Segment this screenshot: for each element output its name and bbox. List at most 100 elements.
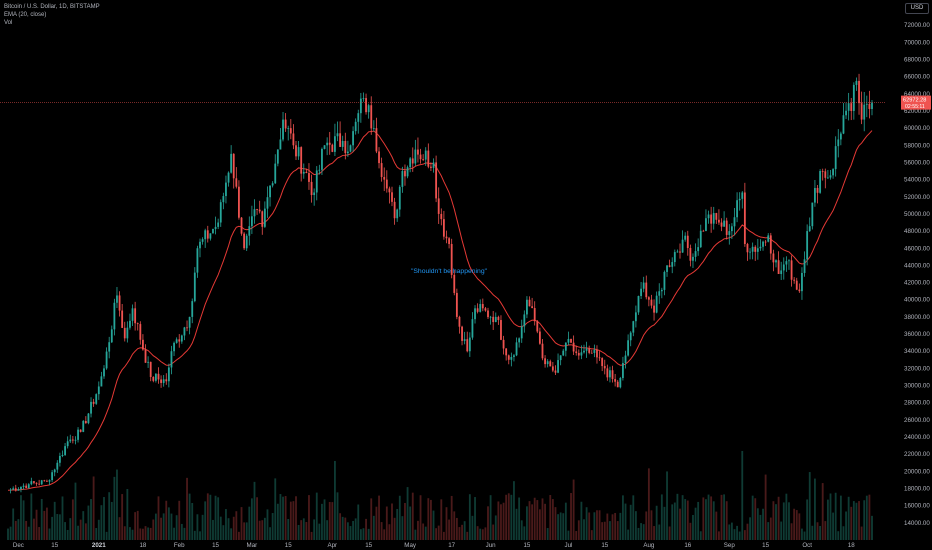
- volume-bar: [689, 522, 692, 540]
- candle-body: [497, 316, 500, 321]
- volume-bar: [318, 523, 321, 540]
- volume-bar: [401, 516, 404, 540]
- time-tick-label: 15: [285, 542, 292, 549]
- volume-bar: [232, 516, 235, 540]
- volume-bar: [450, 495, 453, 540]
- volume-bar: [741, 450, 744, 540]
- candle-body: [694, 251, 697, 257]
- candle-body: [824, 171, 827, 178]
- volume-bar: [367, 528, 370, 540]
- candle-body: [74, 439, 77, 441]
- volume-bar: [131, 529, 134, 540]
- candle-body: [484, 308, 487, 311]
- candle-body: [611, 370, 614, 380]
- volume-bar: [77, 525, 79, 540]
- candle-body: [528, 299, 531, 307]
- time-tick-label: 15: [523, 542, 530, 549]
- candle-body: [313, 192, 316, 196]
- volume-bar: [575, 531, 578, 540]
- volume-bar: [492, 524, 495, 540]
- candle-body: [108, 342, 111, 352]
- volume-bar: [336, 492, 339, 540]
- time-tick-label: 15: [365, 542, 372, 549]
- candle-body: [284, 119, 287, 129]
- time-tick-label: 17: [448, 542, 455, 549]
- candle-body: [92, 401, 95, 404]
- volume-bar: [126, 488, 129, 540]
- candle-body: [502, 339, 505, 349]
- candle-body: [814, 187, 816, 203]
- candle-body: [266, 197, 269, 209]
- candle-body: [209, 233, 212, 239]
- volume-bar: [707, 494, 710, 540]
- volume-bar: [479, 528, 482, 540]
- volume-bar: [738, 531, 741, 540]
- candle-body: [559, 355, 562, 361]
- candle-body: [178, 339, 181, 342]
- candle-body: [598, 357, 601, 359]
- candle-body: [256, 209, 258, 210]
- volume-bar: [679, 508, 681, 540]
- volume-bar: [417, 520, 419, 540]
- volume-bar: [160, 517, 162, 540]
- candle-body: [583, 350, 585, 353]
- candle-body: [326, 142, 329, 146]
- volume-bar: [108, 492, 111, 540]
- candle-body: [232, 153, 235, 179]
- volume-bar: [118, 517, 121, 540]
- currency-button[interactable]: USD: [905, 3, 929, 14]
- volume-bar: [637, 527, 640, 540]
- volume-bar: [507, 493, 510, 540]
- candle-body: [157, 373, 160, 380]
- volume-bar: [123, 526, 126, 540]
- price-tick-label: 42000.00: [904, 280, 930, 287]
- candle-body: [243, 233, 246, 249]
- candle-body: [90, 401, 92, 414]
- candle-body: [671, 262, 674, 267]
- volume-bar: [640, 523, 642, 540]
- candle-body: [798, 289, 801, 292]
- candle-body: [448, 238, 450, 244]
- volume-bar: [816, 522, 819, 540]
- volume-bar: [79, 519, 82, 540]
- volume-bar: [201, 514, 204, 540]
- candle-body: [79, 429, 82, 432]
- candle-body: [756, 248, 759, 252]
- candle-body: [66, 441, 69, 447]
- candle-body: [614, 379, 617, 382]
- volume-bar: [455, 517, 458, 540]
- volume-bar: [458, 527, 461, 540]
- volume-bar: [528, 501, 531, 540]
- candle-body: [780, 270, 783, 274]
- candle-body: [455, 292, 458, 317]
- volume-bar: [58, 514, 61, 540]
- candle-body: [43, 480, 46, 482]
- volume-bar: [238, 531, 240, 540]
- volume-bar: [209, 494, 212, 540]
- candle-body: [666, 265, 668, 272]
- candle-body: [629, 332, 632, 341]
- candle-body: [20, 486, 22, 490]
- candle-body: [318, 169, 321, 171]
- candle-body: [518, 338, 521, 343]
- candle-body: [154, 373, 157, 381]
- volume-bar: [406, 487, 409, 540]
- volume-bar: [393, 517, 396, 540]
- volume-bar: [588, 512, 591, 540]
- candle-body: [173, 342, 175, 352]
- volume-bar: [100, 505, 103, 540]
- volume-bar: [292, 501, 295, 540]
- candle-body: [772, 253, 775, 263]
- volume-bar: [782, 502, 785, 540]
- candle-body: [728, 231, 731, 235]
- candle-body: [494, 316, 497, 323]
- candle-body: [300, 147, 303, 174]
- candle-body: [152, 376, 155, 381]
- volume-bar: [391, 503, 393, 540]
- volume-bar: [533, 497, 536, 540]
- volume-bar: [253, 481, 256, 540]
- volume-bar: [276, 503, 279, 540]
- candle-body: [741, 192, 744, 199]
